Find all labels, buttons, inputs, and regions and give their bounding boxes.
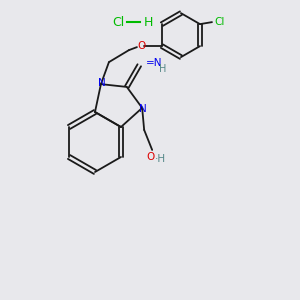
Text: ·H: ·H (154, 154, 166, 164)
Text: N: N (98, 78, 106, 88)
Text: H: H (143, 16, 153, 28)
Text: H: H (159, 64, 167, 74)
Text: =N: =N (146, 58, 163, 68)
Text: Cl: Cl (215, 17, 225, 27)
Text: N: N (139, 104, 147, 114)
Text: Cl: Cl (112, 16, 124, 28)
Text: O: O (146, 152, 154, 162)
Text: O: O (138, 41, 146, 51)
